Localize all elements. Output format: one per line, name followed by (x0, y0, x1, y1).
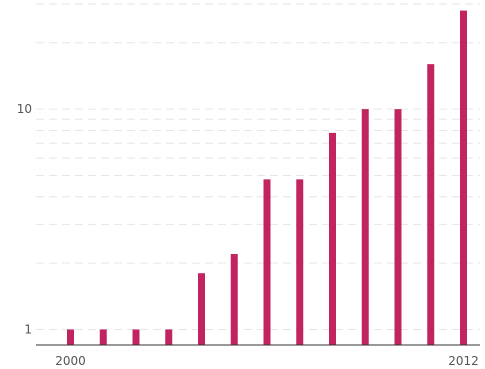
gridlines (36, 3, 480, 330)
bar-2005 (230, 254, 238, 345)
y-tick-label: 10 (17, 102, 32, 116)
bar-2008 (329, 132, 336, 345)
bar-2001 (99, 329, 107, 345)
bar-2003 (165, 329, 173, 345)
bar-2000 (67, 329, 74, 345)
y-tick-label: 1 (24, 322, 32, 336)
x-tick-label: 2000 (55, 354, 86, 368)
bars (67, 10, 467, 346)
bar-2004 (198, 273, 205, 345)
x-tick-label: 2012 (448, 354, 479, 368)
bar-2009 (361, 109, 369, 346)
bar-2002 (132, 329, 140, 345)
bar-2006 (263, 179, 271, 345)
bar-2011 (427, 64, 435, 345)
x-tick-labels: 2000 2012 (55, 354, 479, 368)
bar-2012 (460, 10, 467, 346)
bar-2010 (394, 109, 402, 346)
y-tick-labels: 1 10 (17, 102, 32, 336)
bar-2007 (296, 179, 304, 345)
